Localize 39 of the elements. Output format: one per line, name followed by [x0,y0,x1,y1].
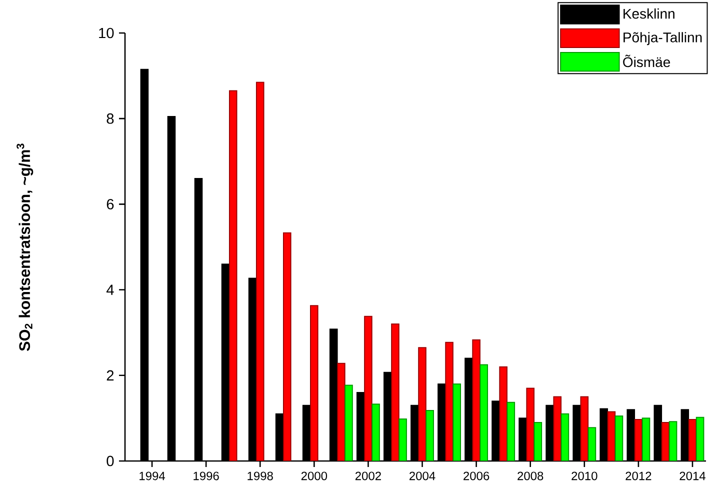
bar [688,418,697,461]
x-tick-label: 2008 [518,472,544,480]
bar [282,232,292,461]
x-tick-label: 2002 [355,472,381,480]
y-tick-label: 0 [106,456,114,466]
x-tick-label: 2014 [680,472,706,480]
bar [391,324,400,461]
x-tick-label: 2000 [301,472,328,480]
bar [526,388,534,461]
bar [364,316,372,461]
bar [553,396,562,461]
y-axis-title: SO$_{2}$ kontsentratsioon, ~g/m$^{3}$ [16,144,34,351]
bar [634,418,643,461]
bar [661,422,670,461]
bar [445,342,454,461]
bar [580,396,589,461]
bar [256,82,264,461]
bar [228,90,238,461]
y-tick-label: 10 [99,28,114,38]
legend-label: Põhja-Tallinn [624,32,702,46]
y-tick-label: 8 [106,113,114,124]
x-tick-label: 2012 [626,472,652,480]
bar [607,411,616,461]
x-tick-label: 2010 [572,472,598,480]
y-tick-label: 4 [106,284,114,295]
bar [472,339,480,461]
x-tick-label: 1998 [248,472,273,480]
bar [310,305,318,461]
bar [337,362,346,461]
legend-label: Õismäe [623,54,670,68]
x-tick-label: 2006 [464,472,490,480]
legend-label: Kesklinn [624,8,674,19]
x-tick-label: 2004 [410,472,436,480]
y-tick-label: 6 [106,199,114,210]
bar [418,347,426,461]
x-tick-label: 1996 [194,472,219,480]
y-tick-label: 2 [106,370,114,381]
x-tick-label: 1994 [140,472,166,480]
bar [499,366,508,461]
